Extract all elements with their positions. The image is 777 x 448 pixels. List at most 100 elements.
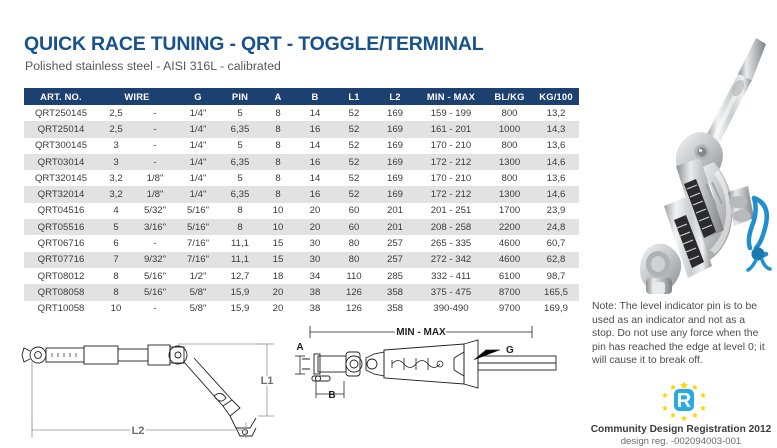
eu-logo-letter: R <box>677 390 692 412</box>
cell-wire-in: 3/16" <box>134 219 176 236</box>
cell-wire-mm: 8 <box>98 267 134 285</box>
column-header-bl-kg: BL/KG <box>486 88 533 105</box>
cell-wire-mm: 7 <box>98 251 134 268</box>
cell-b: 14 <box>296 137 334 154</box>
cell-g: 1/4" <box>176 105 220 122</box>
cell-g: 1/4" <box>176 153 220 171</box>
cell-art: QRT32014 <box>24 186 98 203</box>
cell-blkg: 800 <box>486 137 533 154</box>
cell-g: 5/8" <box>176 300 220 317</box>
table-body: QRT250145 2,5-1/4" 5 8 14 52 169 159 - 199 800 13… <box>24 105 579 317</box>
cell-art: QRT250145 <box>24 105 98 122</box>
table-row: QRT25014 2,5-1/4" 6,35 8 16 52 169 161 - 201 100… <box>24 121 579 138</box>
cell-minmax: 170 - 210 <box>416 170 486 187</box>
dimension-label-l1: L1 <box>261 375 274 387</box>
table-row: QRT250145 2,5-1/4" 5 8 14 52 169 159 - 199 800 13… <box>24 105 579 122</box>
cell-blkg: 800 <box>486 105 533 122</box>
table-row: QRT10058 10-5/8" 15,9 20 38 126 358 390-490 9700… <box>24 300 579 317</box>
cell-l2: 257 <box>374 251 416 268</box>
cell-a: 10 <box>260 202 296 220</box>
page-subtitle: Polished stainless steel - AISI 316L - c… <box>25 59 281 73</box>
dimension-b <box>315 381 345 398</box>
photo-lanyard-knot <box>751 247 765 261</box>
cell-l2: 169 <box>374 137 416 154</box>
cell-kg100: 14,6 <box>533 186 579 203</box>
cell-minmax: 201 - 251 <box>416 202 486 220</box>
cell-l2: 285 <box>374 267 416 285</box>
cell-l1: 80 <box>334 251 374 268</box>
cell-wire-in: 5/16" <box>134 267 176 285</box>
cell-blkg: 1300 <box>486 186 533 203</box>
photo-lower-fork <box>640 243 682 294</box>
cell-l2: 201 <box>374 202 416 220</box>
cell-kg100: 13,6 <box>533 137 579 154</box>
cell-b: 34 <box>296 267 334 285</box>
cell-art: QRT05516 <box>24 219 98 236</box>
table-row: QRT04516 4 5/32" 5/16" 8 10 20 60 201 201 - 251 17… <box>24 202 579 220</box>
cell-kg100: 14,6 <box>533 153 579 171</box>
note-text: Note: The level indicator pin is to be u… <box>592 301 765 367</box>
cell-b: 20 <box>296 219 334 236</box>
cell-b: 30 <box>296 235 334 252</box>
cell-pin: 15,9 <box>220 284 260 301</box>
cell-art: QRT25014 <box>24 121 98 138</box>
cell-l2: 201 <box>374 219 416 236</box>
cell-pin: 5 <box>220 170 260 187</box>
column-header-wire: WIRE <box>98 88 176 105</box>
cell-wire-in: - <box>134 105 176 122</box>
cell-l2: 358 <box>374 300 416 317</box>
cell-l2: 169 <box>374 105 416 122</box>
cell-wire-mm: 6 <box>98 235 134 252</box>
cell-art: QRT10058 <box>24 300 98 317</box>
cell-g: 7/16" <box>176 235 220 252</box>
cell-a: 10 <box>260 219 296 236</box>
cell-l1: 52 <box>334 121 374 138</box>
table-row: QRT32014 3,2 1/8" 1/4" 6,35 8 16 52 169 172 - 212… <box>24 186 579 203</box>
cell-wire-in: - <box>134 153 176 171</box>
photo-second-terminal <box>728 186 754 226</box>
table-row: QRT06716 6-7/16" 11,1 15 30 80 257 265 - 335 460… <box>24 235 579 252</box>
cell-a: 8 <box>260 153 296 171</box>
cell-kg100: 13,6 <box>533 170 579 187</box>
cell-b: 38 <box>296 284 334 301</box>
cell-l1: 80 <box>334 235 374 252</box>
cell-blkg: 2200 <box>486 219 533 236</box>
product-photo <box>588 16 776 298</box>
cell-wire-mm: 3,2 <box>98 170 134 187</box>
cell-art: QRT04516 <box>24 202 98 220</box>
cell-kg100: 169,9 <box>533 300 579 317</box>
cell-minmax: 208 - 258 <box>416 219 486 236</box>
cell-a: 20 <box>260 284 296 301</box>
cell-wire-mm: 2,5 <box>98 105 134 122</box>
cell-g: 5/8" <box>176 284 220 301</box>
table-row: QRT08012 8 5/16" 1/2" 12,7 18 34 110 285 332 - 41… <box>24 267 579 285</box>
footer-line-1: Community Design Registration 2012 <box>590 424 772 435</box>
column-header-a: A <box>260 88 296 105</box>
cell-b: 16 <box>296 186 334 203</box>
column-header-art-no: ART. NO. <box>24 88 98 105</box>
cell-blkg: 9700 <box>486 300 533 317</box>
footer-line-2: design reg. -002094003-001 <box>620 436 742 447</box>
cell-l1: 52 <box>334 105 374 122</box>
cell-art: QRT06716 <box>24 235 98 252</box>
cell-wire-mm: 10 <box>98 300 134 317</box>
column-header-min-max: MIN - MAX <box>416 88 486 105</box>
eu-logo-badge <box>674 389 694 411</box>
cell-l2: 257 <box>374 235 416 252</box>
cell-b: 14 <box>296 170 334 187</box>
column-header-kg-100: KG/100 <box>533 88 579 105</box>
cell-g: 1/4" <box>176 121 220 138</box>
cell-blkg: 800 <box>486 170 533 187</box>
cell-blkg: 6100 <box>486 267 533 285</box>
cell-a: 8 <box>260 137 296 154</box>
cell-pin: 5 <box>220 137 260 154</box>
table-row: QRT300145 3-1/4" 5 8 14 52 169 170 - 210 800 13,6 <box>24 137 579 154</box>
photo-upper-shaft <box>706 38 766 142</box>
cell-minmax: 332 - 411 <box>416 267 486 285</box>
cell-pin: 6,35 <box>220 186 260 203</box>
cell-blkg: 4600 <box>486 251 533 268</box>
cell-wire-in: - <box>134 235 176 252</box>
cell-pin: 5 <box>220 105 260 122</box>
cell-l1: 126 <box>334 284 374 301</box>
cell-kg100: 62,8 <box>533 251 579 268</box>
